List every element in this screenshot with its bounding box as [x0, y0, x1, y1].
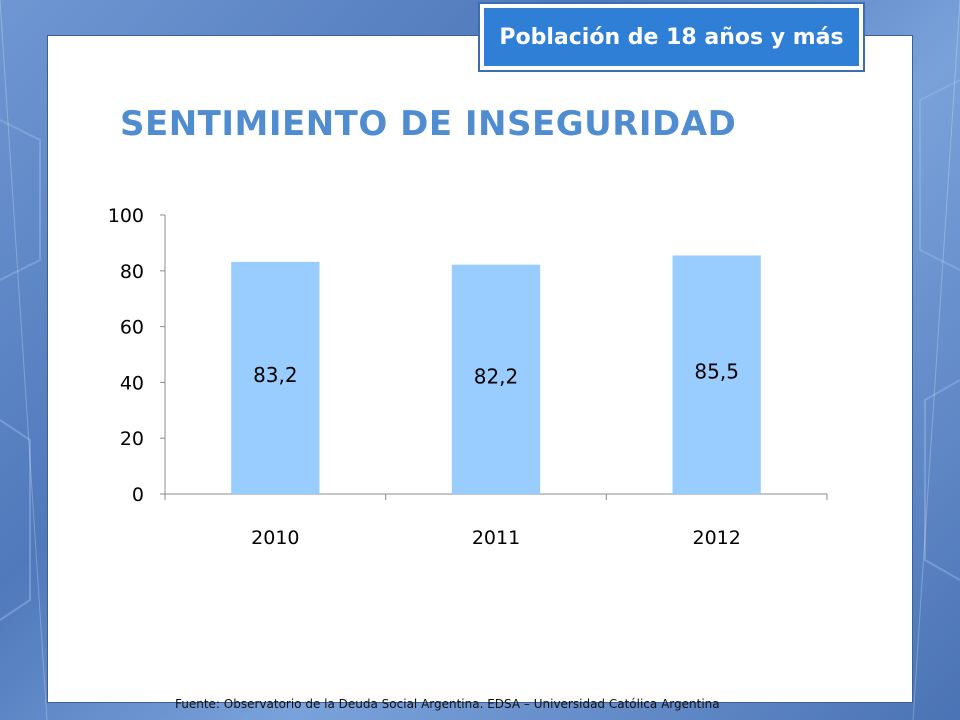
y-tick-label: 80: [120, 261, 144, 283]
chart-labels: 83,2 2010 82,2 2011 85,5 2012: [251, 360, 741, 549]
population-tag-label: Población de 18 años y más: [484, 8, 859, 66]
data-label-2012: 85,5: [694, 360, 739, 384]
x-tick-label-2011: 2011: [472, 527, 520, 549]
y-tick-label: 0: [132, 484, 144, 506]
y-tick-label: 60: [120, 317, 144, 339]
bar-2012: [672, 255, 761, 494]
slide-panel: [47, 35, 913, 703]
y-tick-label: 100: [108, 205, 144, 227]
source-note: Fuente: Observatorio de la Deuda Social …: [175, 697, 720, 711]
y-tick-label: 40: [120, 372, 144, 394]
chart-title: SENTIMIENTO DE INSEGURIDAD: [120, 104, 737, 144]
x-tick-label-2010: 2010: [251, 527, 299, 549]
chart-axes: 0 20 40 60 80 100: [108, 205, 828, 506]
y-tick-label: 20: [120, 428, 144, 450]
chart-bars: [231, 255, 761, 494]
data-label-2011: 82,2: [474, 364, 519, 388]
bar-2010: [231, 261, 320, 494]
population-tag: Población de 18 años y más: [478, 2, 865, 72]
x-tick-label-2012: 2012: [692, 527, 740, 549]
data-label-2010: 83,2: [253, 363, 298, 387]
bar-2011: [451, 264, 541, 494]
